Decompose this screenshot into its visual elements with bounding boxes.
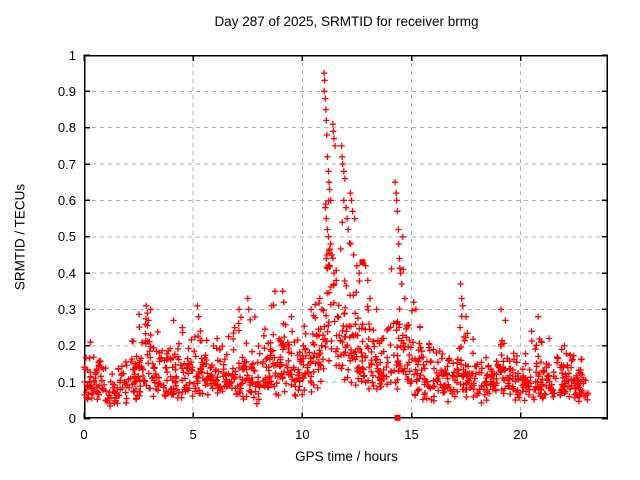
y-tick-label: 0.3	[57, 301, 76, 317]
x-tick-label: 5	[189, 427, 197, 442]
y-tick-label: 0.5	[57, 229, 76, 245]
y-tick-label: 0.4	[57, 265, 76, 281]
square-marker	[359, 259, 366, 266]
y-tick-label: 0.6	[57, 192, 76, 208]
plot-area	[81, 54, 608, 421]
data-points-path	[81, 70, 592, 410]
y-tick-label: 0	[68, 411, 76, 426]
y-axis-label: SRMTID / TECUs	[12, 183, 28, 291]
y-tick-label: 0.9	[57, 83, 76, 99]
y-tick-label: 0.2	[57, 338, 76, 354]
square-marker	[394, 414, 401, 421]
chart-title: Day 287 of 2025, SRMTID for receiver brm…	[214, 14, 479, 29]
y-tick-label: 1	[68, 47, 76, 63]
y-tick-label: 0.1	[57, 374, 76, 390]
y-tick-label: 0.7	[57, 156, 76, 172]
x-tick-label: 0	[80, 427, 88, 442]
x-tick-label: 20	[513, 427, 528, 442]
y-tick-label: 0.8	[57, 120, 76, 136]
x-tick-label: 10	[295, 427, 310, 442]
x-tick-label: 15	[404, 427, 419, 442]
x-axis-label: GPS time / hours	[295, 449, 398, 464]
